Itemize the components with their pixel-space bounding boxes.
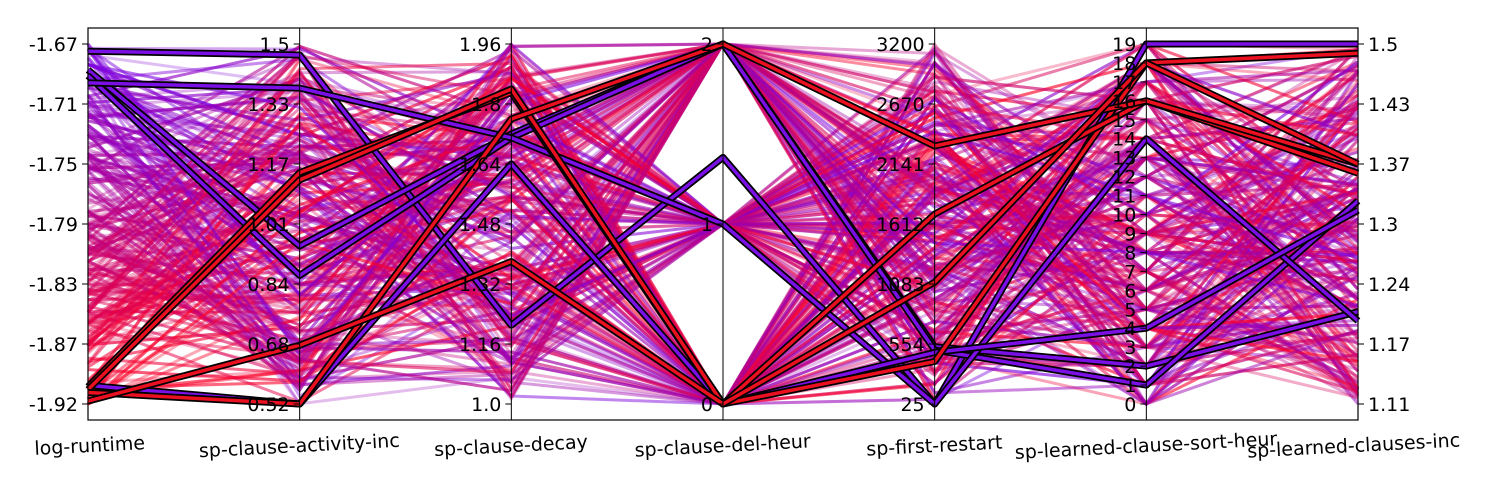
tick-label: 19	[1112, 34, 1136, 56]
tick-label: 1.64	[459, 154, 501, 176]
tick-label: 0.68	[247, 334, 289, 356]
axis-title: log-runtime	[34, 432, 146, 460]
tick-label: -1.75	[29, 154, 78, 176]
tick-label: 0	[1124, 394, 1136, 416]
tick-label: 2	[701, 34, 713, 56]
tick-label: 1.43	[1368, 94, 1410, 116]
tick-label: 1083	[876, 274, 924, 296]
tick-label: 2141	[876, 154, 924, 176]
tick-label: -1.92	[29, 394, 78, 416]
tick-label: 10	[1112, 205, 1136, 227]
tick-label: 1	[1124, 375, 1136, 397]
tick-label: 1.48	[459, 214, 501, 236]
tick-label: 13	[1112, 148, 1136, 170]
tick-label: 3	[1124, 337, 1136, 359]
tick-label: 25	[900, 394, 924, 416]
tick-label: 1.17	[247, 154, 289, 176]
tick-label: -1.71	[29, 94, 78, 116]
tick-label: 1.16	[459, 334, 501, 356]
tick-label: 0.84	[247, 274, 289, 296]
tick-label: 554	[888, 334, 924, 356]
axis-title: sp-clause-activity-inc	[198, 430, 400, 462]
tick-label: 1.8	[471, 94, 501, 116]
tick-label: 1.96	[459, 34, 501, 56]
tick-label: -1.87	[29, 334, 78, 356]
tick-label: 5	[1124, 299, 1136, 321]
tick-label: 1.5	[259, 34, 289, 56]
tick-label: 11	[1112, 186, 1136, 208]
tick-label: 2	[1124, 356, 1136, 378]
tick-label: 14	[1112, 129, 1136, 151]
tick-label: 1.3	[1368, 214, 1398, 236]
tick-label: -1.79	[29, 214, 78, 236]
tick-label: 1.32	[459, 274, 501, 296]
tick-label: 1.37	[1368, 154, 1410, 176]
tick-label: 6	[1124, 280, 1136, 302]
tick-label: 8	[1124, 242, 1136, 264]
tick-label: 12	[1112, 167, 1136, 189]
tick-label: 1.01	[247, 214, 289, 236]
tick-label: 7	[1124, 261, 1136, 283]
tick-label: 1.5	[1368, 34, 1398, 56]
tick-label: 17	[1112, 72, 1136, 94]
tick-label: 1.24	[1368, 274, 1410, 296]
tick-label: -1.83	[29, 274, 78, 296]
axis-title: sp-first-restart	[866, 431, 1003, 460]
tick-label: 2670	[876, 94, 924, 116]
tick-label: 9	[1124, 223, 1136, 245]
tick-label: 1612	[876, 214, 924, 236]
tick-label: 3200	[876, 34, 924, 56]
tick-label: 4	[1124, 318, 1136, 340]
axis-title: sp-learned-clauses-inc	[1247, 429, 1461, 462]
tick-label: 15	[1112, 110, 1136, 132]
tick-label: 1.11	[1368, 394, 1410, 416]
tick-label: 16	[1112, 91, 1136, 113]
tick-label: 0	[701, 394, 713, 416]
axis-title: sp-clause-del-heur	[634, 430, 811, 461]
tick-label: 1.0	[471, 394, 501, 416]
axis-title: sp-clause-decay	[434, 431, 589, 461]
tick-label: 1.17	[1368, 334, 1410, 356]
tick-label: 1.33	[247, 94, 289, 116]
axis-title: sp-learned-clause-sort-heur	[1014, 428, 1278, 464]
tick-label: 0.52	[247, 394, 289, 416]
tick-label: 18	[1112, 53, 1136, 75]
tick-label: 1	[701, 214, 713, 236]
tick-label: -1.67	[29, 34, 78, 56]
